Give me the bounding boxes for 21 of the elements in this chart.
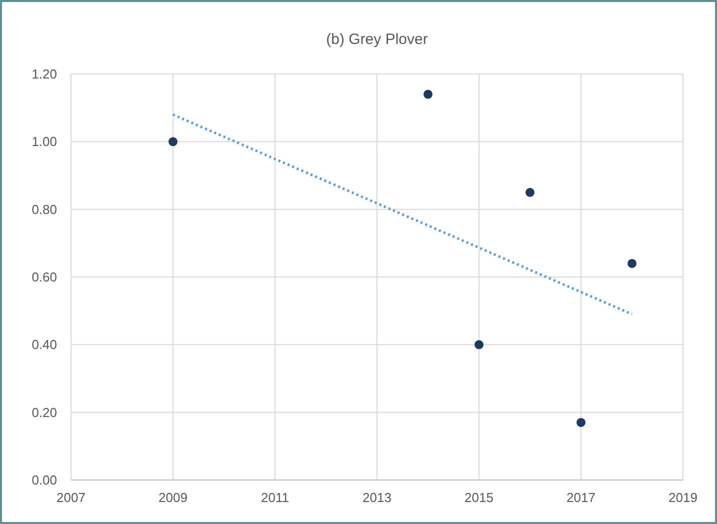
point (576, 418, 586, 427)
y-tick-label: 1.20 (32, 66, 57, 82)
y-tick-label: 0.20 (32, 404, 57, 420)
x-tick-label: 2015 (464, 490, 494, 505)
y-tick-label: 0.00 (32, 472, 57, 488)
y-tick-label: 0.40 (32, 337, 57, 352)
x-tick-label: 2019 (668, 490, 698, 505)
point (474, 340, 484, 350)
point (168, 137, 178, 146)
x-tick-label: 2009 (158, 490, 188, 505)
x-tick-label: 2013 (362, 490, 392, 505)
y-tick-label: 1.00 (32, 134, 57, 150)
y-tick-label: 0.60 (32, 270, 57, 285)
chart-title: (b) Grey Plover (326, 31, 428, 48)
point (424, 90, 432, 99)
point (628, 258, 636, 268)
x-tick-label: 2007 (56, 490, 86, 505)
x-tick-label: 2011 (261, 490, 289, 505)
point (526, 188, 534, 197)
y-tick-label: 0.80 (32, 202, 57, 217)
x-tick-label: 2017 (566, 490, 596, 505)
